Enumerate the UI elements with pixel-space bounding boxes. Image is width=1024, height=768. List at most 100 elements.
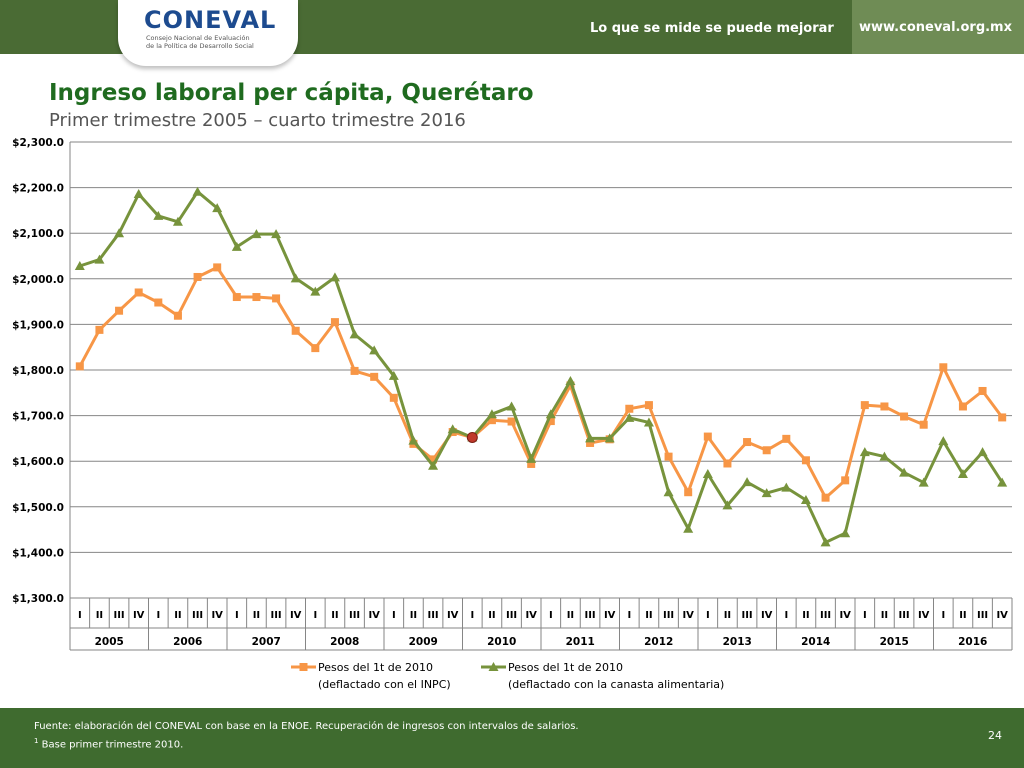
- series-canasta-point: [388, 370, 399, 380]
- series-canasta-point: [840, 528, 851, 538]
- series-canasta-point: [310, 286, 321, 296]
- series-canasta-point: [899, 467, 910, 477]
- quarter-tick-label: I: [78, 610, 82, 621]
- coneval-logo[interactable]: CONEVAL Consejo Nacional de Evaluación d…: [118, 0, 298, 66]
- logo-subtitle-line2: de la Política de Desarrollo Social: [146, 42, 254, 50]
- series-canasta-point: [506, 401, 517, 411]
- series-inpc-point: [154, 298, 163, 307]
- chart-subtitle: Primer trimestre 2005 – cuarto trimestre…: [49, 110, 466, 131]
- year-tick-label: 2005: [95, 636, 124, 648]
- quarter-tick-label: I: [784, 610, 788, 621]
- quarter-tick-label: II: [959, 610, 966, 621]
- y-tick-label: $1,800.0: [12, 365, 64, 377]
- quarter-tick-label: II: [96, 610, 103, 621]
- quarter-tick-label: III: [663, 610, 674, 621]
- series-canasta-point: [702, 468, 713, 478]
- y-tick-label: $1,300.0: [12, 593, 64, 605]
- series-inpc-point: [998, 413, 1007, 422]
- quarter-tick-label: IV: [290, 610, 302, 621]
- series-canasta-point: [977, 447, 988, 457]
- series-canasta-point: [271, 229, 282, 239]
- series-canasta-point: [997, 477, 1008, 487]
- quarter-tick-label: IV: [133, 610, 145, 621]
- series-canasta-point: [153, 210, 164, 220]
- legend-canasta-label: Pesos del 1t de 2010: [508, 661, 623, 674]
- legend-canasta-label-line2: (deflactado con la canasta alimentaria): [508, 678, 724, 691]
- series-canasta-point: [879, 451, 890, 461]
- series-canasta-point: [624, 412, 635, 422]
- series-canasta-point: [486, 409, 497, 419]
- quarter-tick-label: III: [113, 610, 124, 621]
- series-canasta-point: [957, 468, 968, 478]
- series-canasta-point: [133, 188, 144, 198]
- series-canasta-point: [349, 329, 360, 339]
- series-canasta-point: [742, 477, 753, 487]
- series-inpc-point: [75, 362, 84, 371]
- quarter-tick-label: II: [724, 610, 731, 621]
- series-canasta-point: [938, 436, 949, 446]
- series-canasta-point: [212, 203, 223, 213]
- series-canasta-point: [781, 482, 792, 492]
- quarter-tick-label: II: [174, 610, 181, 621]
- legend-inpc-swatch-marker: [299, 663, 308, 671]
- base-note-text: Base primer trimestre 2010.: [41, 739, 184, 751]
- series-canasta-point: [192, 186, 203, 196]
- year-tick-label: 2007: [252, 636, 281, 648]
- quarter-tick-label: III: [741, 610, 752, 621]
- series-canasta-point: [526, 453, 537, 463]
- series-canasta-point: [663, 487, 674, 497]
- series-inpc-point: [272, 294, 281, 303]
- header-url-panel: [852, 0, 1024, 54]
- series-inpc-point: [958, 402, 967, 411]
- series-inpc-point: [330, 318, 339, 327]
- chart-title: Ingreso laboral per cápita, Querétaro: [49, 80, 534, 106]
- series-inpc-point: [115, 306, 124, 315]
- quarter-tick-label: IV: [604, 610, 616, 621]
- quarter-tick-label: I: [156, 610, 160, 621]
- year-tick-label: 2006: [173, 636, 202, 648]
- series-inpc-point: [134, 288, 143, 297]
- quarter-tick-label: III: [506, 610, 517, 621]
- series-canasta-point: [290, 273, 301, 283]
- series-inpc-point: [213, 263, 222, 272]
- quarter-tick-label: III: [192, 610, 203, 621]
- year-tick-label: 2016: [958, 636, 987, 648]
- website-link[interactable]: www.coneval.org.mx: [858, 20, 1012, 35]
- quarter-tick-label: IV: [211, 610, 223, 621]
- quarter-tick-label: III: [270, 610, 281, 621]
- quarter-tick-label: IV: [447, 610, 459, 621]
- series-canasta-point: [114, 228, 125, 238]
- quarter-tick-label: IV: [996, 610, 1008, 621]
- series-inpc-point: [291, 326, 300, 335]
- series-inpc-point: [684, 488, 693, 497]
- quarter-tick-label: I: [627, 610, 631, 621]
- series-inpc-line: [78, 265, 1004, 500]
- series-canasta-point: [761, 488, 772, 498]
- line-chart: $1,300.0 $1,400.0 $1,500.0 $1,600.0 $1,700.0…: [12, 137, 1013, 691]
- y-tick-label: $1,600.0: [12, 456, 64, 468]
- series-inpc-point: [664, 452, 673, 461]
- series-canasta-point: [74, 261, 85, 271]
- series-inpc-point: [586, 438, 595, 447]
- series-inpc-point: [625, 404, 634, 413]
- series-canasta-point: [369, 345, 380, 355]
- quarter-tick-label: IV: [839, 610, 851, 621]
- series-canasta-point: [643, 417, 654, 427]
- series-inpc-point: [311, 344, 320, 353]
- series-inpc-point: [232, 293, 241, 302]
- series-inpc-point: [919, 420, 928, 429]
- series-inpc-point: [841, 476, 850, 485]
- series-canasta-point: [251, 229, 262, 239]
- series-canasta-point: [722, 500, 733, 510]
- series-canasta-point: [545, 409, 556, 419]
- quarter-tick-label: IV: [368, 610, 380, 621]
- legend-canasta-swatch-marker: [488, 662, 499, 671]
- quarter-tick-label: III: [427, 610, 438, 621]
- quarter-tick-label: IV: [682, 610, 694, 621]
- series-inpc-point: [252, 293, 261, 302]
- series-inpc-point: [370, 372, 379, 381]
- series-canasta-point: [683, 523, 694, 533]
- series-canasta-point: [329, 272, 340, 282]
- series-canasta-point: [231, 241, 242, 251]
- series-inpc-point: [939, 363, 948, 372]
